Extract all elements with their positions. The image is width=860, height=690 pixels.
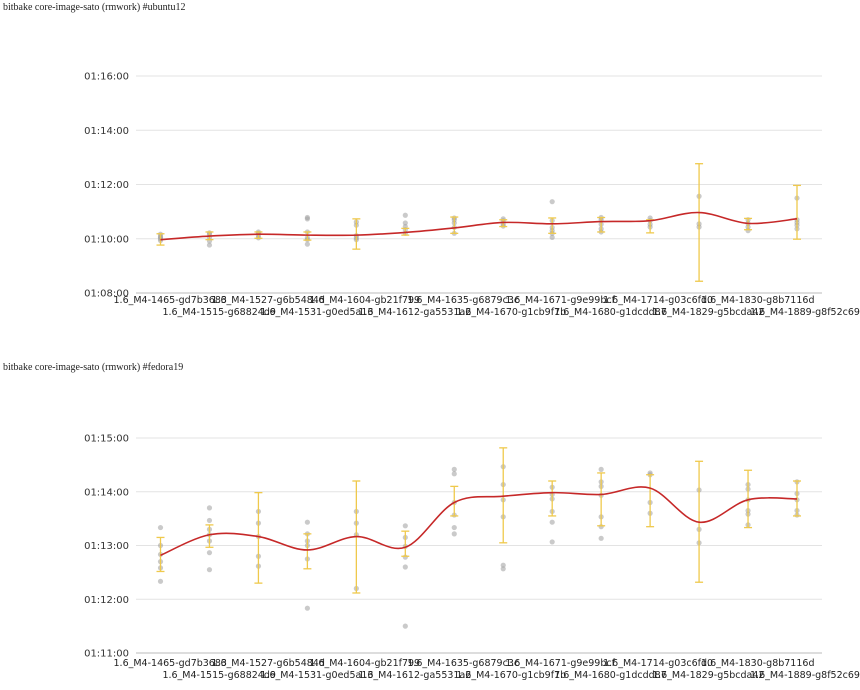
x-tick-label: 1.6_M4-1604-gb21f799 xyxy=(309,658,420,669)
chart-title: bitbake core-image-sato (rmwork) #fedora… xyxy=(3,362,184,373)
sample-point xyxy=(549,519,555,525)
sample-point xyxy=(549,199,555,205)
sample-point xyxy=(206,242,213,248)
y-tick-label: 01:13:00 xyxy=(84,541,129,552)
sample-point xyxy=(500,566,506,572)
x-tick-label: 1.6_M4-1515-g68824d9 xyxy=(162,670,275,681)
chart-ubuntu12: bitbake core-image-sato (rmwork) #ubuntu… xyxy=(3,2,860,319)
x-tick-label: 1.6_M4-1714-g03c6fd0 xyxy=(603,658,713,669)
y-tick-label: 01:10:00 xyxy=(84,234,129,245)
sample-point xyxy=(304,519,310,525)
sample-point xyxy=(402,564,408,570)
x-tick-label: 1.6_M4-1515-g68824d9 xyxy=(162,307,275,318)
x-tick-label: 1.6_M4-1465-gd7b3683 xyxy=(114,658,227,669)
x-tick-label: 1.6_M4-1670-g1cb9f7b xyxy=(456,307,566,318)
x-tick-label: 1.6_M4-1829-g5bcda42 xyxy=(652,307,764,318)
sample-point xyxy=(451,471,457,477)
sample-point xyxy=(402,212,408,218)
x-tick-label: 1.6_M4-1680-g1dcdd87 xyxy=(554,670,667,681)
mean-line xyxy=(160,211,798,241)
sample-point xyxy=(206,550,213,556)
sample-point xyxy=(402,523,408,529)
y-tick-label: 01:14:00 xyxy=(84,487,129,498)
x-tick-label: 1.6_M4-1889-g8f52c69 xyxy=(750,307,860,318)
x-tick-label: 1.6_M4-1527-g6b5484d xyxy=(211,295,324,306)
y-tick-label: 01:12:00 xyxy=(84,180,129,191)
sample-point xyxy=(598,466,604,472)
sample-point xyxy=(206,505,213,511)
x-tick-label: 1.6_M4-1680-g1dcdd87 xyxy=(554,307,667,318)
sample-point xyxy=(206,517,213,524)
x-tick-label: 1.6_M4-1612-ga5531a2 xyxy=(358,670,471,681)
sample-point xyxy=(402,220,408,226)
x-tick-label: 1.6_M4-1531-g0ed5a13 xyxy=(260,670,373,681)
sample-point xyxy=(304,214,310,221)
sample-point xyxy=(451,524,457,531)
y-tick-label: 01:11:00 xyxy=(84,649,129,660)
x-tick-label: 1.6_M4-1889-g8f52c69 xyxy=(750,670,860,681)
sample-point xyxy=(549,539,555,545)
sample-point xyxy=(206,567,213,573)
x-tick-label: 1.6_M4-1604-gb21f799 xyxy=(309,295,420,306)
y-tick-label: 01:14:00 xyxy=(84,126,129,137)
sample-point xyxy=(549,234,555,240)
y-tick-label: 01:08:00 xyxy=(84,289,129,300)
x-tick-label: 1.6_M4-1670-g1cb9f7b xyxy=(456,670,566,681)
sample-point xyxy=(451,466,457,472)
x-tick-label: 1.6_M4-1830-g8b7116d xyxy=(701,295,814,306)
x-tick-label: 1.6_M4-1714-g03c6fd0 xyxy=(603,295,713,306)
x-tick-label: 1.6_M4-1531-g0ed5a13 xyxy=(260,307,373,318)
x-tick-label: 1.6_M4-1830-g8b7116d xyxy=(701,658,814,669)
sample-point xyxy=(402,623,408,629)
sample-point xyxy=(500,562,506,568)
sample-point xyxy=(304,605,310,611)
sample-point xyxy=(304,241,310,247)
mean-line xyxy=(160,486,798,557)
y-tick-label: 01:15:00 xyxy=(84,434,129,445)
sample-point xyxy=(451,531,457,537)
chart-plot: 01:08:00 01:10:00 01:12:00 01:14:00 01:16:00… xyxy=(84,72,860,319)
x-tick-label: 1.6_M4-1635-g6879c3c xyxy=(407,295,519,306)
y-tick-label: 01:16:00 xyxy=(84,72,129,83)
x-tick-label: 1.6_M4-1829-g5bcda42 xyxy=(652,670,764,681)
x-tick-label: 1.6_M4-1671-g9e99bcf xyxy=(505,658,615,669)
x-tick-label: 1.6_M4-1671-g9e99bcf xyxy=(505,295,615,306)
y-tick-label: 01:12:00 xyxy=(84,595,129,606)
sample-point xyxy=(598,535,604,541)
x-tick-label: 1.6_M4-1612-ga5531a2 xyxy=(358,307,471,318)
x-tick-label: 1.6_M4-1635-g6879c3c xyxy=(407,658,519,669)
sample-point xyxy=(157,578,164,584)
chart-title: bitbake core-image-sato (rmwork) #ubuntu… xyxy=(3,2,186,13)
sample-point xyxy=(157,524,164,531)
x-tick-label: 1.6_M4-1465-gd7b3683 xyxy=(114,295,227,306)
x-tick-label: 1.6_M4-1527-g6b5484d xyxy=(211,658,324,669)
